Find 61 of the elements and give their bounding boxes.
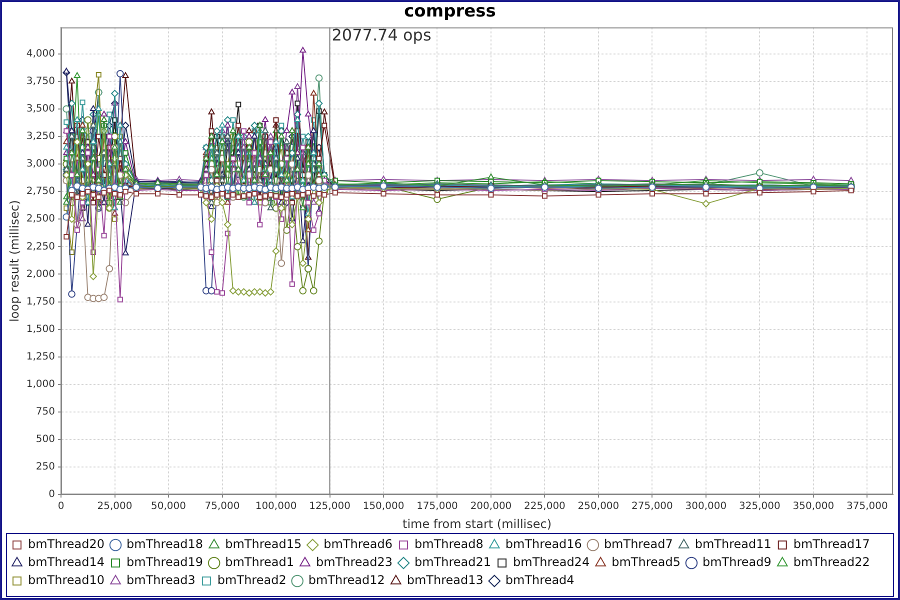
legend-label: bmThread3 (126, 573, 196, 588)
x-tick-label: 250,000 (578, 501, 620, 512)
x-tick-label: 50,000 (151, 501, 186, 512)
y-tick-label: 1,000 (26, 379, 56, 390)
y-tick-label: 2,250 (26, 241, 56, 252)
legend-label: bmThread19 (126, 555, 204, 570)
legend-label: bmThread17 (793, 537, 870, 552)
y-tick-label: 2,000 (26, 268, 56, 280)
x-tick-label: 175,000 (416, 501, 458, 512)
x-tick-label: 100,000 (255, 501, 297, 512)
legend-label: bmThread21 (414, 555, 492, 570)
x-tick-label: 375,000 (846, 501, 888, 512)
legend-label: bmThread5 (612, 555, 680, 570)
y-tick-label: 750 (36, 406, 56, 418)
y-tick-label: 1,750 (26, 296, 56, 308)
legend-label: bmThread16 (505, 537, 582, 552)
legend-label: bmThread23 (316, 555, 393, 570)
y-tick-label: 0 (48, 489, 56, 500)
legend-label: bmThread20 (28, 537, 105, 552)
legend-label: bmThread10 (28, 573, 105, 588)
x-tick-label: 350,000 (792, 501, 834, 512)
y-tick-label: 3,000 (26, 158, 56, 170)
legend-label: bmThread15 (225, 537, 302, 552)
legend-label: bmThread2 (217, 573, 286, 588)
x-axis-title: time from start (millisec) (402, 516, 552, 531)
y-tick-label: 3,250 (26, 131, 56, 142)
y-tick-label: 2,750 (26, 186, 56, 198)
y-tick-label: 3,750 (26, 76, 56, 87)
y-tick-label: 2,500 (26, 214, 56, 225)
y-tick-label: 1,500 (26, 324, 56, 335)
x-tick-label: 0 (58, 501, 64, 512)
legend-label: bmThread6 (324, 537, 393, 552)
legend-label: bmThread24 (513, 555, 590, 570)
y-tick-label: 500 (36, 434, 56, 446)
x-tick-label: 25,000 (97, 501, 132, 512)
legend-label: bmThread12 (308, 573, 385, 588)
chart-title: compress (404, 2, 496, 22)
x-tick-label: 275,000 (632, 501, 673, 512)
x-tick-label: 200,000 (470, 501, 512, 512)
legend-label: bmThread22 (793, 555, 870, 570)
x-tick-label: 225,000 (524, 501, 566, 512)
x-tick-label: 125,000 (309, 501, 350, 512)
legend-label: bmThread7 (604, 537, 673, 552)
legend-label: bmThread8 (414, 537, 484, 552)
y-tick-label: 250 (36, 462, 56, 473)
x-tick-label: 75,000 (204, 501, 240, 512)
y-axis-title: loop result (millisec) (7, 200, 22, 322)
y-tick-label: 4,000 (26, 48, 56, 60)
legend-label: bmThread4 (505, 573, 574, 588)
x-tick-label: 150,000 (362, 501, 404, 512)
legend-label: bmThread13 (406, 573, 484, 588)
x-tick-label: 325,000 (739, 501, 780, 512)
legend-label: bmThread1 (225, 555, 294, 570)
x-tick-label: 300,000 (685, 501, 727, 512)
legend-label: bmThread9 (702, 555, 772, 570)
legend-label: bmThread18 (126, 537, 204, 552)
legend-label: bmThread14 (28, 555, 105, 570)
ref-line-label: 2077.74 ops (332, 26, 432, 45)
y-tick-label: 1,250 (26, 351, 56, 362)
y-tick-label: 3,500 (26, 104, 56, 115)
legend-label: bmThread11 (694, 537, 772, 552)
